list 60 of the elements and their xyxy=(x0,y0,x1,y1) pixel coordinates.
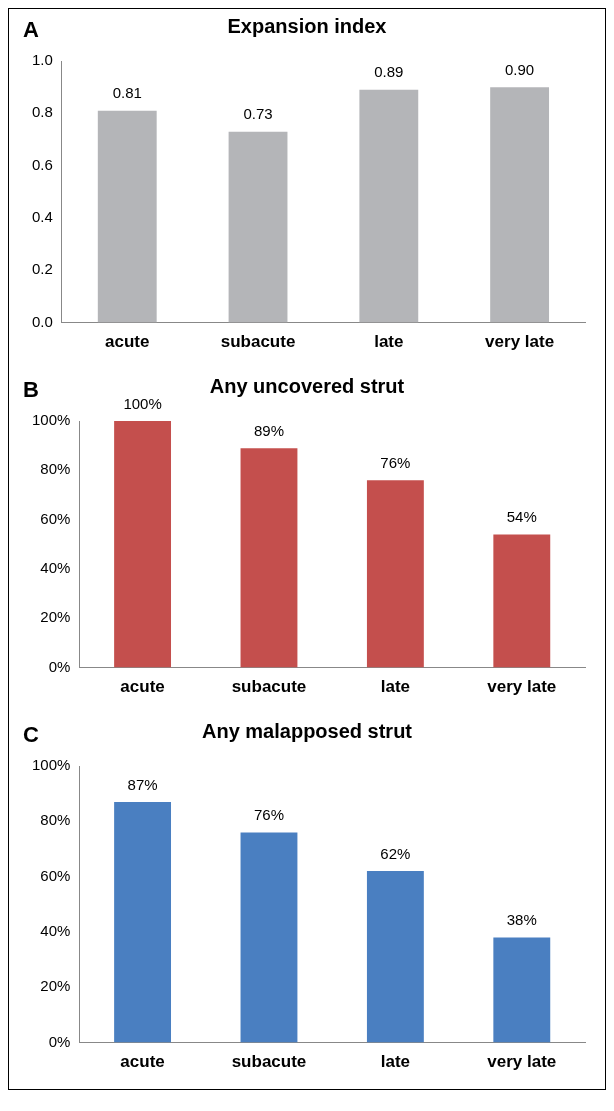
data-label: 87% xyxy=(127,775,158,793)
data-label: 0.73 xyxy=(243,105,273,123)
y-tick-label: 100% xyxy=(31,756,71,774)
bar xyxy=(114,801,172,1043)
x-tick-label: subacute xyxy=(220,332,296,352)
bar xyxy=(493,937,551,1043)
y-tick-label: 40% xyxy=(40,922,71,940)
data-label: 100% xyxy=(123,394,162,412)
x-tick-label: acute xyxy=(120,677,165,697)
data-label: 54% xyxy=(506,508,537,526)
x-tick-label: acute xyxy=(105,332,150,352)
bar xyxy=(359,89,419,323)
x-tick-label: subacute xyxy=(231,1052,307,1072)
text: A xyxy=(23,17,39,43)
x-tick-label: subacute xyxy=(231,677,307,697)
y-tick-label: 80% xyxy=(40,811,71,829)
bar xyxy=(240,832,298,1043)
y-tick-label: 40% xyxy=(40,559,71,577)
y-tick-label: 20% xyxy=(40,608,71,626)
chart-title: Any uncovered strut xyxy=(209,374,405,397)
y-tick-label: 0.0 xyxy=(31,312,53,330)
x-tick-label: very late xyxy=(487,677,557,697)
bar xyxy=(493,534,551,668)
y-tick-label: 1.0 xyxy=(31,51,53,69)
bar xyxy=(366,480,424,668)
y-tick-label: 0.8 xyxy=(31,103,53,121)
data-label: 76% xyxy=(253,806,284,824)
bar xyxy=(114,421,172,668)
y-tick-label: 0.6 xyxy=(31,155,53,173)
data-label: 0.81 xyxy=(112,84,142,102)
bar xyxy=(240,448,298,668)
bar xyxy=(366,871,424,1043)
bar xyxy=(228,131,288,323)
x-tick-label: late xyxy=(380,677,411,697)
y-tick-label: 0% xyxy=(48,1032,71,1050)
y-tick-label: 100% xyxy=(31,411,71,429)
y-tick-label: 0% xyxy=(48,657,71,675)
text: C xyxy=(23,722,39,748)
data-label: 0.90 xyxy=(505,60,535,78)
y-tick-label: 0.2 xyxy=(31,260,53,278)
data-label: 62% xyxy=(380,844,411,862)
chart-title: Any malapposed strut xyxy=(201,719,413,742)
data-label: 76% xyxy=(380,453,411,471)
data-label: 38% xyxy=(506,911,537,929)
bar xyxy=(490,87,550,323)
x-tick-label: very late xyxy=(485,332,555,352)
x-tick-label: late xyxy=(380,1052,411,1072)
data-label: 0.89 xyxy=(374,63,404,81)
data-label: 89% xyxy=(253,421,284,439)
y-tick-label: 60% xyxy=(40,509,71,527)
chart-title: Expansion index xyxy=(227,14,387,37)
y-tick-label: 0.4 xyxy=(31,208,53,226)
y-tick-label: 80% xyxy=(40,460,71,478)
text: B xyxy=(23,377,39,403)
bar xyxy=(97,110,157,323)
y-tick-label: 60% xyxy=(40,866,71,884)
x-tick-label: late xyxy=(374,332,404,352)
y-tick-label: 20% xyxy=(40,977,71,995)
x-tick-label: acute xyxy=(120,1052,165,1072)
x-tick-label: very late xyxy=(487,1052,557,1072)
